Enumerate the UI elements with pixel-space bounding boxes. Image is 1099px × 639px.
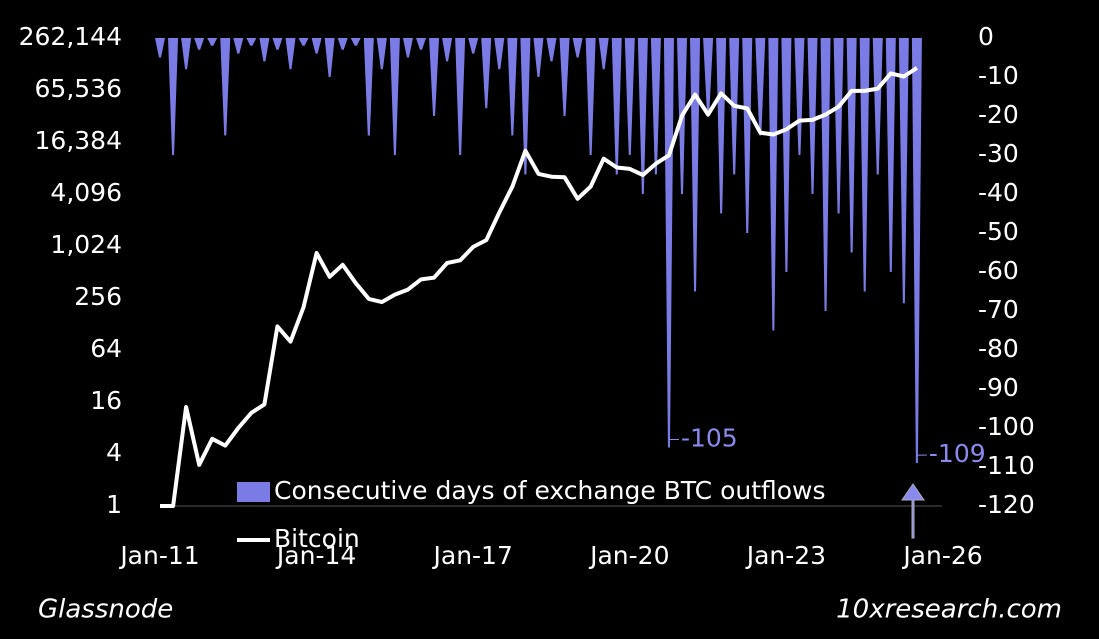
y2-tick-label: -70 [978,295,1019,324]
y2-tick-label: 0 [978,22,994,51]
y2-tick-label: -80 [978,334,1019,363]
outflow-spike [481,38,492,109]
outflow-spike [389,38,400,155]
outflow-spike [650,38,661,175]
outflow-spike [402,38,413,58]
outflow-spike [690,38,701,292]
credit: 10xresearch.com [836,595,1062,625]
annotation: -109 [929,439,986,468]
outflow-spike [442,38,453,62]
outflow-spike [520,38,531,175]
outflow-spike [363,38,374,136]
outflow-spike [507,38,518,136]
price-line [160,66,918,508]
x-tick-label: Jan-23 [745,541,826,570]
outflow-spike [637,38,648,194]
outflow-spike [872,38,883,175]
outflow-spike [350,38,361,46]
outflow-spike [559,38,570,116]
outflow-spike [233,38,244,54]
outflow-spike [494,38,505,70]
outflow-spike [859,38,870,292]
outflow-spike [416,38,426,50]
y2-tick-label: -120 [978,490,1035,519]
legend-swatch [237,482,270,502]
outflow-spike [624,38,635,155]
outflow-spike [663,38,674,448]
y-tick-label: 65,536 [35,74,122,103]
y-tick-label: 256 [74,282,122,311]
y-tick-label: 262,144 [19,22,122,51]
outflow-spike [455,38,466,155]
outflow-spike [468,38,479,54]
y2-tick-label: -40 [978,178,1019,207]
outflow-spike [703,38,714,116]
arrow [901,483,925,539]
legend-label: Consecutive days of exchange BTC outflow… [274,476,826,505]
outflow-spike [898,38,909,304]
outflow-spike [272,38,283,50]
outflow-spike [585,38,596,155]
outflow-spike [742,38,753,233]
x-tick-label: Jan-14 [275,541,356,570]
outflow-spike [311,38,322,54]
outflow-spike [220,38,231,136]
legend-label: Bitcoin [274,524,360,553]
outflow-spike [755,38,766,136]
x-tick-label: Jan-20 [588,541,669,570]
outflow-spike [833,38,844,214]
outflow-spike [768,38,779,331]
outflow-spike [337,38,348,50]
y-tick-label: 4,096 [50,178,122,207]
outflow-spike [911,38,922,464]
outflow-spike [246,38,257,46]
y2-tick-label: -20 [978,100,1019,129]
outflow-spike [155,38,165,58]
source: Glassnode [38,595,173,625]
y-tick-label: 16,384 [35,126,122,155]
outflow-spike [285,38,296,70]
outflow-spike [207,38,218,46]
outflow-spike [611,38,622,175]
outflow-spike [429,38,440,116]
x-tick-label: Jan-17 [432,541,513,570]
y2-tick-label: -50 [978,217,1019,246]
y-tick-label: 4 [106,438,122,467]
outflow-spike [807,38,818,194]
y-tick-label: 1,024 [50,230,122,259]
outflow-spike [168,38,179,155]
outflow-spike [376,38,387,70]
outflow-spike [181,38,192,70]
y2-tick-label: -110 [978,451,1035,480]
y-tick-label: 1 [106,490,122,519]
outflow-spike [716,38,727,214]
outflow-spike [324,38,335,77]
outflow-spike [259,38,270,62]
outflow-spike [885,38,896,272]
y2-tick-label: -10 [978,61,1019,90]
x-tick-label: Jan-26 [901,541,982,570]
y-tick-label: 16 [90,386,122,415]
outflow-spike [572,38,583,58]
outflow-spike [546,38,557,62]
y2-tick-label: -90 [978,373,1019,402]
annotation: -105 [681,424,738,453]
outflow-spike [794,38,805,155]
x-tick-label: Jan-11 [118,541,199,570]
y2-tick-label: -60 [978,256,1019,285]
outflow-spike [533,38,544,77]
outflow-spike [820,38,831,311]
y-tick-label: 64 [90,334,122,363]
outflow-spike [598,38,609,70]
y2-tick-label: -30 [978,139,1019,168]
y2-tick-label: -100 [978,412,1035,441]
outflow-spike [298,38,309,46]
outflow-spike [846,38,857,253]
outflow-spike [781,38,792,272]
outflow-spike [194,38,205,50]
